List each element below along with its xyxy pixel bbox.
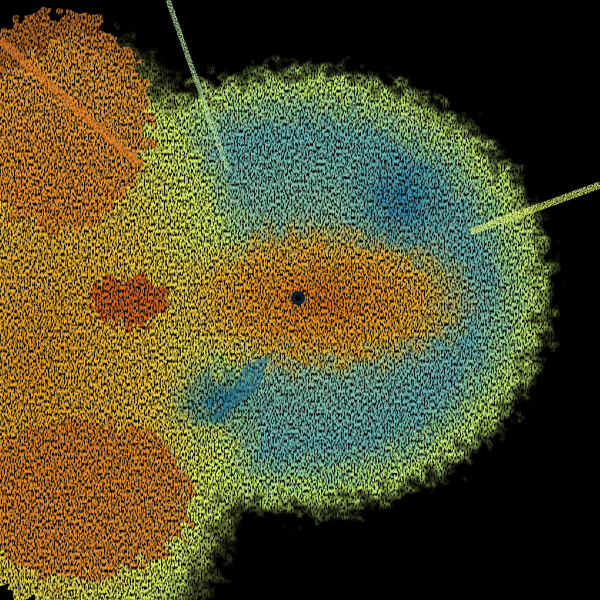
echo-blue-ne bbox=[340, 140, 460, 260]
blue-wedge bbox=[215, 355, 270, 420]
spoke bbox=[468, 181, 600, 236]
spoke bbox=[165, 0, 231, 171]
echo-field bbox=[0, 10, 560, 600]
radar-center-dot bbox=[295, 295, 301, 301]
spoke bbox=[0, 37, 143, 168]
echo-upper-left bbox=[0, 10, 150, 230]
echo-core bbox=[150, 220, 490, 380]
echo-lower-left bbox=[0, 420, 190, 580]
echo-patch bbox=[90, 275, 170, 325]
spokes bbox=[0, 0, 600, 236]
